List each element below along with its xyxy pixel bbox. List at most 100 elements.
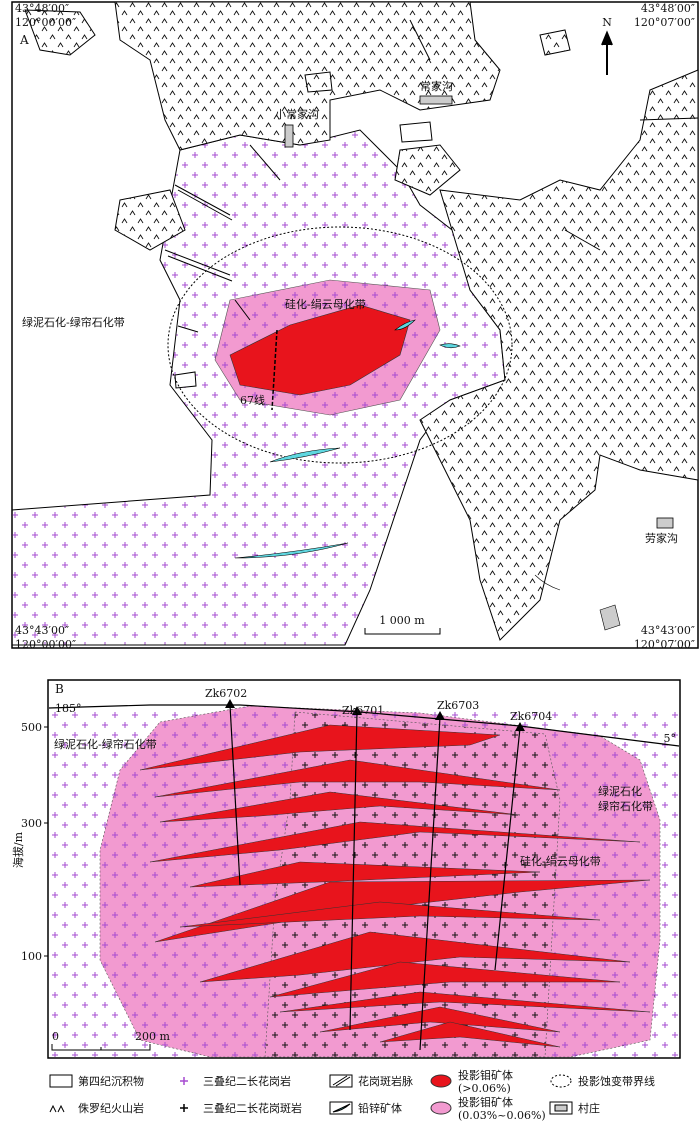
shape bbox=[159, 791, 521, 823]
shape bbox=[174, 184, 233, 221]
panel-label: B bbox=[55, 682, 64, 696]
shape bbox=[199, 931, 631, 983]
zone-label: 硅化-绢云母化带 bbox=[520, 854, 601, 868]
swatch bbox=[550, 1074, 572, 1088]
shape bbox=[234, 299, 251, 321]
zone-label: 硅化-绢云母化带 bbox=[285, 297, 366, 311]
quarry bbox=[599, 604, 621, 631]
zone-label: 绿帘石化带 bbox=[598, 799, 653, 813]
coord: 120°07′00″ bbox=[634, 16, 695, 29]
shape bbox=[534, 574, 561, 591]
panel-label: A bbox=[19, 33, 29, 47]
shape bbox=[352, 706, 362, 715]
swatch bbox=[332, 1103, 351, 1113]
pb-zn-ore bbox=[234, 319, 561, 591]
swatch bbox=[332, 1075, 351, 1087]
shape bbox=[420, 70, 698, 640]
coord: 43°48′00″ bbox=[641, 2, 695, 15]
shape bbox=[229, 704, 241, 886]
north-arrow bbox=[601, 30, 613, 75]
zone-label: 绿泥石化-绿帘石化带 bbox=[54, 737, 157, 751]
drill-label: Zk6702 bbox=[205, 687, 247, 700]
shape bbox=[164, 249, 233, 282]
legend: 第四纪沉积物 三叠纪二长花岗岩 花岗斑岩脉 投影钼矿体(>0.06%)投影蚀变带界线侏… bbox=[49, 1068, 655, 1121]
shape bbox=[379, 1021, 561, 1048]
azimuth: 5° bbox=[664, 732, 677, 745]
shape bbox=[419, 95, 453, 105]
drill-collars bbox=[225, 699, 525, 731]
shape bbox=[435, 711, 445, 720]
legend-item: 投影蚀变带界线 bbox=[550, 1074, 655, 1088]
shape bbox=[394, 319, 416, 331]
coord: 120°00′00″ bbox=[15, 16, 76, 29]
y-ticks: 500 300 100 bbox=[21, 721, 48, 963]
shape bbox=[154, 759, 561, 798]
alteration-boundary bbox=[167, 226, 513, 464]
shape bbox=[395, 145, 460, 195]
legend-item: 投影钼矿体(>0.06%) bbox=[430, 1068, 513, 1095]
village-markers bbox=[284, 95, 674, 529]
village-label: 劳家沟 bbox=[645, 531, 678, 545]
legend-item: 第四纪沉积物 bbox=[49, 1074, 144, 1088]
scale-label: 1 000 m bbox=[379, 614, 425, 627]
ore-lenses bbox=[139, 724, 651, 1048]
legend-item: 三叠纪二长花岗岩 bbox=[180, 1074, 291, 1088]
y-tick-label: 300 bbox=[21, 817, 42, 830]
coord: 43°43′00″ bbox=[641, 624, 695, 637]
shape bbox=[656, 517, 674, 529]
shape bbox=[269, 961, 621, 998]
legend-label: 铅锌矿体 bbox=[358, 1101, 402, 1115]
north-label: N bbox=[602, 16, 612, 29]
shape bbox=[25, 10, 95, 55]
scale-label: 0 bbox=[52, 1030, 59, 1043]
legend-label: 第四纪沉积物 bbox=[78, 1074, 144, 1088]
legend-note: (>0.06%) bbox=[458, 1082, 511, 1095]
legend-label: 侏罗纪火山岩 bbox=[78, 1101, 144, 1115]
legend-item: 村庄 bbox=[549, 1101, 600, 1115]
y-axis-label: 海拔/m bbox=[11, 831, 25, 868]
shape bbox=[174, 371, 197, 389]
azimuth: 185° bbox=[55, 702, 82, 715]
swatch bbox=[180, 1104, 188, 1112]
village-label: 小常家沟 bbox=[275, 107, 319, 121]
legend-item: 铅锌矿体 bbox=[329, 1101, 402, 1115]
dykes bbox=[164, 19, 699, 321]
legend-label: 村庄 bbox=[578, 1101, 600, 1115]
scale-label: 200 m bbox=[135, 1030, 170, 1043]
shape bbox=[319, 1006, 561, 1033]
swatch bbox=[430, 1101, 452, 1115]
shape bbox=[279, 991, 651, 1013]
swatch bbox=[329, 1074, 353, 1088]
shape bbox=[189, 861, 541, 888]
shape bbox=[139, 724, 501, 771]
legend-label: 投影钼矿体 bbox=[458, 1095, 513, 1109]
shape bbox=[409, 19, 431, 61]
swatch bbox=[430, 1074, 452, 1088]
panel-a: A 43°48′00″ 120°00′00″ 43°48′00″ 120°07′… bbox=[11, 1, 699, 651]
shape bbox=[269, 447, 341, 463]
drill-holes bbox=[229, 704, 521, 1051]
y-tick-label: 100 bbox=[21, 950, 42, 963]
y-tick-label: 500 bbox=[21, 721, 42, 734]
legend-item: 花岗斑岩脉 bbox=[329, 1074, 413, 1088]
zone-label: 绿泥石化 bbox=[598, 784, 642, 798]
topography bbox=[48, 704, 680, 747]
section-line bbox=[271, 329, 278, 411]
swatch bbox=[49, 1074, 73, 1088]
drill-label: Zk6701 bbox=[342, 704, 384, 717]
shape bbox=[179, 901, 601, 928]
leader bbox=[177, 325, 199, 333]
shape bbox=[540, 30, 570, 55]
legend-item: 三叠纪二长花岗斑岩 bbox=[180, 1101, 302, 1115]
legend-label: 投影蚀变带界线 bbox=[578, 1074, 655, 1088]
drill-label: Zk6703 bbox=[437, 699, 479, 712]
shape bbox=[225, 699, 235, 708]
legend-item: 侏罗纪火山岩 bbox=[49, 1101, 144, 1115]
village-label: 常家沟 bbox=[420, 79, 453, 93]
swatch bbox=[554, 1104, 568, 1112]
legend-label: 投影钼矿体 bbox=[458, 1068, 513, 1082]
drill-label: Zk6704 bbox=[510, 710, 552, 723]
shape bbox=[419, 716, 441, 1051]
shape bbox=[515, 722, 525, 731]
